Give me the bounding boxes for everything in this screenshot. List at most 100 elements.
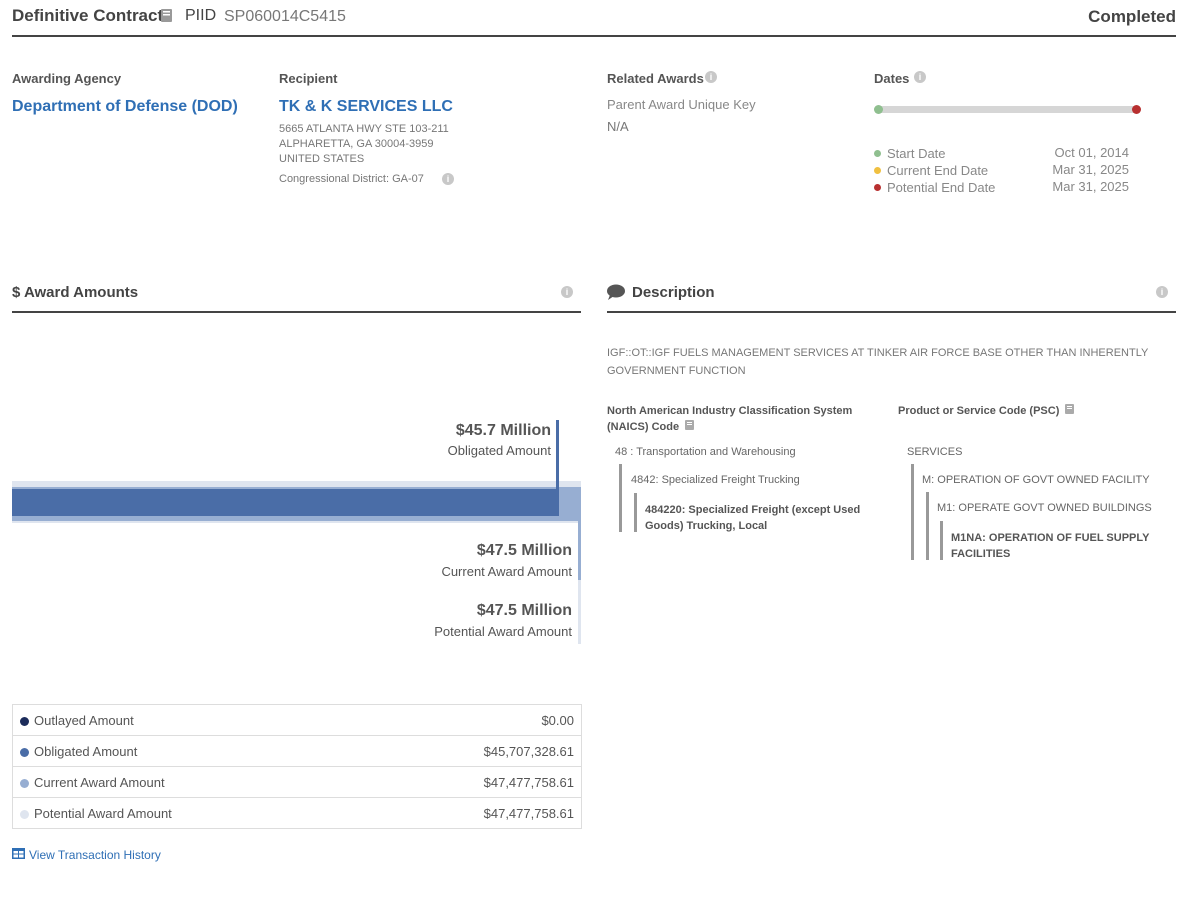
parent-award-key-value: N/A: [607, 119, 629, 134]
table-cell-label: Potential Award Amount: [12, 797, 362, 829]
psc-level-3: M1: OPERATE GOVT OWNED BUILDINGS: [937, 502, 1152, 514]
congressional-district: Congressional District: GA-07: [279, 173, 424, 185]
naics-label-line1: North American Industry Classification S…: [607, 405, 853, 417]
table-cell-label: Outlayed Amount: [12, 704, 362, 736]
potential-amount-big: $47.5 Million: [476, 602, 572, 619]
status-label: Completed: [1088, 7, 1176, 26]
psc-tree-line: [911, 464, 914, 560]
table-cell-value: $45,707,328.61: [361, 735, 583, 767]
psc-label-text: Product or Service Code (PSC): [898, 405, 1060, 417]
info-icon[interactable]: i: [914, 71, 926, 83]
row-label: Outlayed Amount: [34, 712, 134, 728]
header-divider: [12, 35, 1176, 37]
book-icon[interactable]: [1065, 404, 1075, 415]
table-cell-label: Obligated Amount: [12, 735, 362, 767]
current-legend-dot: [20, 778, 29, 788]
address-line-2: ALPHARETTA, GA 30004-3959: [279, 138, 434, 150]
parent-award-key-label: Parent Award Unique Key: [607, 97, 756, 112]
psc-level-2: M: OPERATION OF GOVT OWNED FACILITY: [922, 474, 1150, 486]
recipient-link[interactable]: TK & K SERVICES LLC: [279, 98, 453, 115]
obligated-bar: [12, 489, 559, 516]
table-cell-value: $0.00: [361, 704, 583, 736]
table-icon[interactable]: [12, 848, 25, 859]
recipient-label: Recipient: [279, 71, 338, 86]
psc-tree-line: [926, 492, 929, 560]
dates-list: Start Date Oct 01, 2014 Current End Date…: [874, 145, 1129, 196]
date-label: Current End Date: [887, 163, 989, 178]
description-divider: [607, 311, 1176, 313]
obligated-legend-dot: [20, 747, 29, 757]
piid-value: SP060014C5415: [224, 8, 346, 25]
current-amount-caption: Current Award Amount: [441, 564, 572, 579]
piid-label: PIID: [185, 7, 217, 24]
psc-level-4-line1: M1NA: OPERATION OF FUEL SUPPLY: [951, 532, 1150, 544]
award-amounts-divider: [12, 311, 581, 313]
date-label: Start Date: [887, 146, 946, 161]
date-row-start: Start Date Oct 01, 2014: [874, 145, 1129, 162]
table-cell-value: $47,477,758.61: [361, 797, 583, 829]
psc-label: Product or Service Code (PSC): [898, 403, 1075, 419]
current-end-date-dot: [874, 167, 881, 174]
row-label: Obligated Amount: [34, 743, 138, 759]
info-icon[interactable]: i: [561, 286, 573, 298]
psc-level-4: M1NA: OPERATION OF FUEL SUPPLY FACILITIE…: [951, 530, 1171, 562]
info-icon[interactable]: i: [705, 71, 717, 83]
table-cell-value: $47,477,758.61: [361, 766, 583, 798]
award-amounts-table: Outlayed Amount $0.00 Obligated Amount $…: [12, 704, 583, 829]
book-icon[interactable]: [685, 420, 695, 431]
related-awards-label: Related Awards: [607, 71, 704, 86]
recipient-address: 5665 ATLANTA HWY STE 103-211 ALPHARETTA,…: [279, 122, 449, 167]
table-row: Obligated Amount $45,707,328.61: [12, 735, 583, 767]
awarding-agency-label: Awarding Agency: [12, 71, 122, 86]
potential-marker-line: [578, 580, 581, 644]
row-label: Current Award Amount: [34, 774, 165, 790]
award-amounts-title: $ Award Amounts: [12, 284, 139, 301]
table-row: Current Award Amount $47,477,758.61: [12, 766, 583, 798]
start-date-dot: [874, 150, 881, 157]
description-text: IGF::OT::IGF FUELS MANAGEMENT SERVICES A…: [607, 347, 1149, 377]
naics-level-1: 48 : Transportation and Warehousing: [615, 446, 796, 458]
psc-tree-line: [940, 521, 943, 560]
naics-label: North American Industry Classification S…: [607, 403, 877, 435]
naics-level-2: 4842: Specialized Freight Trucking: [631, 474, 800, 486]
potential-end-date-dot: [874, 184, 881, 191]
speech-bubble-icon: [607, 284, 625, 300]
obligated-marker-line: [556, 420, 559, 489]
info-icon[interactable]: i: [1156, 286, 1168, 298]
award-type-title: Definitive Contract: [12, 6, 164, 25]
view-transaction-history-link[interactable]: View Transaction History: [29, 848, 161, 862]
date-label: Potential End Date: [887, 180, 996, 195]
outlayed-legend-dot: [20, 716, 29, 726]
date-row-current-end: Current End Date Mar 31, 2025: [874, 162, 1129, 179]
address-line-1: 5665 ATLANTA HWY STE 103-211: [279, 123, 449, 135]
table-row: Outlayed Amount $0.00: [12, 704, 583, 736]
date-timeline-bar: [878, 106, 1137, 113]
table-cell-label: Current Award Amount: [12, 766, 362, 798]
naics-level-3-line2: Goods) Trucking, Local: [645, 520, 768, 532]
dates-label: Dates: [874, 71, 910, 86]
date-row-potential-end: Potential End Date Mar 31, 2025: [874, 179, 1129, 196]
awarding-agency-link[interactable]: Department of Defense (DOD): [12, 98, 238, 115]
obligated-amount-big: $45.7 Million: [455, 422, 551, 439]
naics-level-3: 484220: Specialized Freight (except Used…: [645, 502, 885, 534]
end-date-marker: [1132, 105, 1141, 114]
date-value: Oct 01, 2014: [1054, 145, 1129, 160]
naics-level-3-line1: 484220: Specialized Freight (except Used: [645, 504, 861, 516]
naics-label-line2: (NAICS) Code: [607, 419, 877, 435]
naics-label-text: (NAICS) Code: [607, 421, 680, 433]
date-value: Mar 31, 2025: [1052, 179, 1129, 194]
psc-level-1: SERVICES: [907, 446, 963, 458]
current-amount-big: $47.5 Million: [476, 542, 572, 559]
info-icon[interactable]: i: [442, 173, 454, 185]
naics-tree-line: [634, 493, 637, 532]
description-title: Description: [632, 284, 715, 301]
potential-amount-caption: Potential Award Amount: [434, 624, 572, 639]
date-value: Mar 31, 2025: [1052, 162, 1129, 177]
obligated-amount-caption: Obligated Amount: [447, 443, 551, 458]
table-row: Potential Award Amount $47,477,758.61: [12, 797, 583, 829]
potential-legend-dot: [20, 809, 29, 819]
start-date-marker: [874, 105, 883, 114]
book-icon[interactable]: [160, 8, 174, 24]
row-label: Potential Award Amount: [34, 805, 172, 821]
naics-tree-line: [619, 464, 622, 532]
